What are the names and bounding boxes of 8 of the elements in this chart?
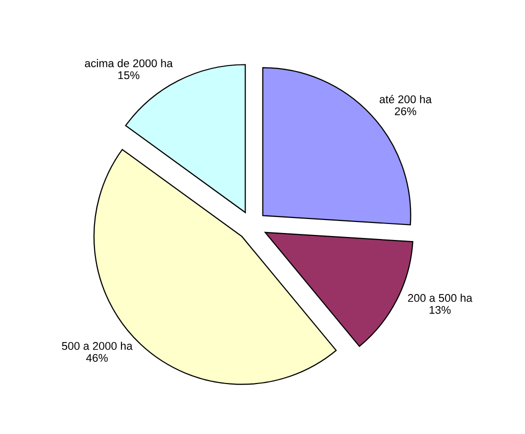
data-label: 46%: [86, 354, 108, 362]
slice-label: 500 a 2000 ha: [62, 342, 133, 350]
slice-label: 200 a 500 ha: [408, 294, 472, 302]
slice-label: até 200 ha: [380, 94, 432, 104]
data-label: 13%: [430, 306, 451, 314]
slice-label: acima de 2000 ha: [84, 59, 173, 68]
data-label: 15%: [118, 71, 140, 80]
data-label: 26%: [394, 107, 416, 116]
